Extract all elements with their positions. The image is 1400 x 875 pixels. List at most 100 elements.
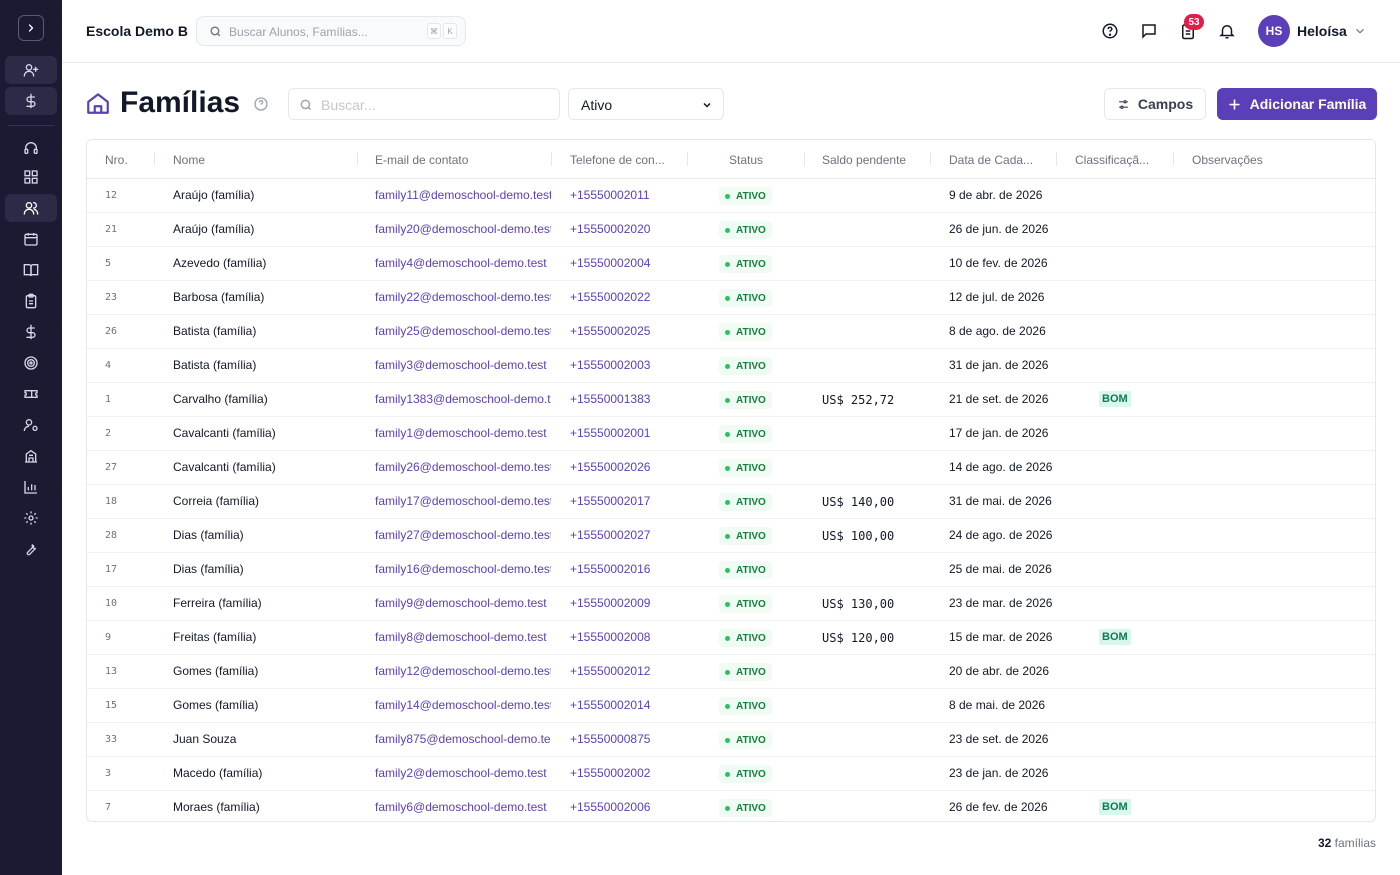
column-divider[interactable]: [930, 152, 931, 166]
column-divider[interactable]: [1173, 152, 1174, 166]
family-name[interactable]: Gomes (família): [173, 698, 259, 712]
user-name[interactable]: Heloísa: [1297, 23, 1347, 39]
contact-email-link[interactable]: family3@demoschool-demo.test: [375, 358, 547, 372]
family-name[interactable]: Araújo (família): [173, 188, 255, 202]
column-header-name[interactable]: Nome: [173, 153, 206, 167]
column-divider[interactable]: [1056, 152, 1057, 166]
column-divider[interactable]: [551, 152, 552, 166]
sidebar-toggle-button[interactable]: [18, 15, 44, 41]
sidebar-item-calendar[interactable]: [5, 225, 57, 253]
contact-email-link[interactable]: family2@demoschool-demo.test: [375, 766, 547, 780]
sidebar-item-finance[interactable]: [5, 318, 57, 346]
sidebar-item-tickets[interactable]: [5, 380, 57, 408]
table-row[interactable]: 13 Gomes (família) family12@demoschool-dem…: [87, 655, 1375, 689]
contact-phone-link[interactable]: +15550002004: [570, 256, 651, 270]
family-name[interactable]: Moraes (família): [173, 800, 260, 814]
contact-phone-link[interactable]: +15550002022: [570, 290, 651, 304]
table-row[interactable]: 23 Barbosa (família) family22@demoschool-d…: [87, 281, 1375, 315]
table-row[interactable]: 18 Correia (família) family17@demoschool-d…: [87, 485, 1375, 519]
contact-email-link[interactable]: family1383@demoschool-demo.test: [375, 392, 551, 406]
avatar[interactable]: HS: [1258, 15, 1290, 47]
column-divider[interactable]: [154, 152, 155, 166]
add-family-button[interactable]: Adicionar Família: [1217, 88, 1377, 120]
help-circle-icon[interactable]: [253, 96, 269, 112]
contact-email-link[interactable]: family8@demoschool-demo.test: [375, 630, 547, 644]
contact-phone-link[interactable]: +15550002025: [570, 324, 651, 338]
column-header-date[interactable]: Data de Cada...: [949, 153, 1034, 167]
sidebar-item-courses[interactable]: [5, 256, 57, 284]
family-name[interactable]: Correia (família): [173, 494, 260, 508]
family-name[interactable]: Juan Souza: [173, 732, 237, 746]
contact-phone-link[interactable]: +15550002003: [570, 358, 651, 372]
contact-email-link[interactable]: family27@demoschool-demo.test: [375, 528, 551, 542]
column-header-num[interactable]: Nro.: [105, 153, 128, 167]
contact-email-link[interactable]: family14@demoschool-demo.test: [375, 698, 551, 712]
column-header-email[interactable]: E-mail de contato: [375, 153, 469, 167]
contact-phone-link[interactable]: +15550002016: [570, 562, 651, 576]
contact-phone-link[interactable]: +15550002012: [570, 664, 651, 678]
column-header-phone[interactable]: Telefone de con...: [570, 153, 665, 167]
messages-button[interactable]: [1139, 21, 1159, 41]
contact-email-link[interactable]: family26@demoschool-demo.test: [375, 460, 551, 474]
sidebar-item-settings[interactable]: [5, 504, 57, 532]
family-search-input[interactable]: Buscar...: [288, 88, 560, 120]
contact-phone-link[interactable]: +15550002009: [570, 596, 651, 610]
contact-phone-link[interactable]: +15550002017: [570, 494, 651, 508]
column-header-saldo[interactable]: Saldo pendente: [822, 153, 907, 167]
contact-phone-link[interactable]: +15550002026: [570, 460, 651, 474]
family-name[interactable]: Ferreira (família): [173, 596, 262, 610]
table-row[interactable]: 12 Araújo (família) family11@demoschool-de…: [87, 179, 1375, 213]
contact-email-link[interactable]: family9@demoschool-demo.test: [375, 596, 547, 610]
table-row[interactable]: 28 Dias (família) family27@demoschool-demo…: [87, 519, 1375, 553]
sidebar-item-goals[interactable]: [5, 349, 57, 377]
family-name[interactable]: Macedo (família): [173, 766, 263, 780]
family-name[interactable]: Cavalcanti (família): [173, 426, 276, 440]
contact-email-link[interactable]: family12@demoschool-demo.test: [375, 664, 551, 678]
family-name[interactable]: Azevedo (família): [173, 256, 267, 270]
table-row[interactable]: 7 Moraes (família) family6@demoschool-demo…: [87, 791, 1375, 821]
contact-email-link[interactable]: family25@demoschool-demo.test: [375, 324, 551, 338]
sidebar-item-support[interactable]: [5, 134, 57, 162]
contact-email-link[interactable]: family11@demoschool-demo.test: [375, 188, 551, 202]
global-search-input[interactable]: Buscar Alunos, Famílias... ⌘ K: [196, 16, 466, 46]
contact-email-link[interactable]: family4@demoschool-demo.test: [375, 256, 547, 270]
table-row[interactable]: 9 Freitas (família) family8@demoschool-dem…: [87, 621, 1375, 655]
table-row[interactable]: 15 Gomes (família) family14@demoschool-dem…: [87, 689, 1375, 723]
contact-email-link[interactable]: family22@demoschool-demo.test: [375, 290, 551, 304]
family-name[interactable]: Freitas (família): [173, 630, 257, 644]
family-name[interactable]: Carvalho (família): [173, 392, 268, 406]
family-name[interactable]: Barbosa (família): [173, 290, 265, 304]
table-row[interactable]: 17 Dias (família) family16@demoschool-demo…: [87, 553, 1375, 587]
column-divider[interactable]: [804, 152, 805, 166]
contact-phone-link[interactable]: +15550002014: [570, 698, 651, 712]
help-button[interactable]: [1100, 21, 1120, 41]
family-name[interactable]: Gomes (família): [173, 664, 259, 678]
family-name[interactable]: Dias (família): [173, 562, 244, 576]
contact-email-link[interactable]: family16@demoschool-demo.test: [375, 562, 551, 576]
table-row[interactable]: 4 Batista (família) family3@demoschool-dem…: [87, 349, 1375, 383]
table-row[interactable]: 21 Araújo (família) family20@demoschool-de…: [87, 213, 1375, 247]
table-row[interactable]: 10 Ferreira (família) family9@demoschool-d…: [87, 587, 1375, 621]
contact-email-link[interactable]: family875@demoschool-demo.test: [375, 732, 551, 746]
chevron-down-icon[interactable]: [1353, 24, 1367, 38]
fields-button[interactable]: Campos: [1104, 88, 1206, 120]
contact-email-link[interactable]: family20@demoschool-demo.test: [375, 222, 551, 236]
column-header-class[interactable]: Classificaçã...: [1075, 153, 1150, 167]
table-row[interactable]: 2 Cavalcanti (família) family1@demoschool-…: [87, 417, 1375, 451]
sidebar-item-billing[interactable]: [5, 87, 57, 115]
sidebar-item-staff[interactable]: [5, 411, 57, 439]
sidebar-item-checklist[interactable]: [5, 287, 57, 315]
contact-email-link[interactable]: family17@demoschool-demo.test: [375, 494, 551, 508]
column-header-obs[interactable]: Observações: [1192, 153, 1263, 167]
contact-phone-link[interactable]: +15550002001: [570, 426, 651, 440]
sidebar-item-school[interactable]: [5, 442, 57, 470]
table-row[interactable]: 5 Azevedo (família) family4@demoschool-dem…: [87, 247, 1375, 281]
contact-phone-link[interactable]: +15550002006: [570, 800, 651, 814]
family-name[interactable]: Batista (família): [173, 358, 257, 372]
table-row[interactable]: 33 Juan Souza family875@demoschool-demo.te…: [87, 723, 1375, 757]
contact-phone-link[interactable]: +15550002002: [570, 766, 651, 780]
contact-phone-link[interactable]: +15550000875: [570, 732, 651, 746]
column-divider[interactable]: [687, 152, 688, 166]
table-row[interactable]: 26 Batista (família) family25@demoschool-d…: [87, 315, 1375, 349]
contact-phone-link[interactable]: +15550002011: [570, 188, 650, 202]
